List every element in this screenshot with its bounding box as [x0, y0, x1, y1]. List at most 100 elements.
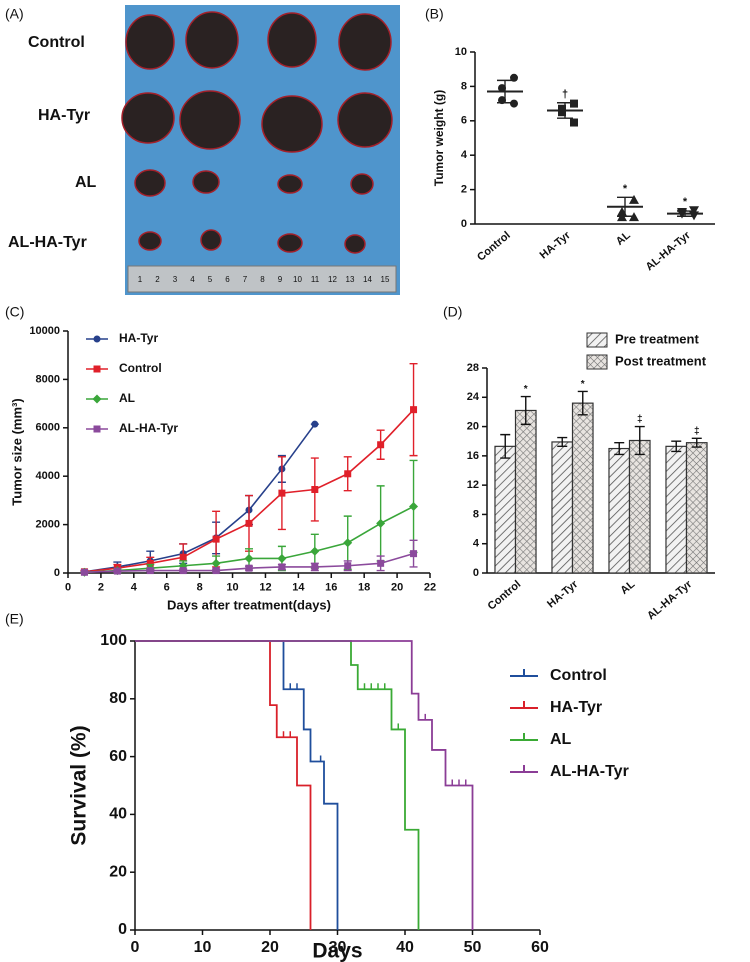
legend-marker [92, 394, 102, 404]
ruler-label: 15 [381, 275, 390, 284]
legend-line [510, 701, 538, 709]
y-tick-label: 100 [100, 632, 127, 649]
x-tick-label: 50 [464, 939, 482, 956]
ruler-label: 10 [293, 275, 302, 284]
survival-curve [135, 640, 312, 930]
x-tick-label: 30 [329, 939, 347, 956]
y-tick-label: 80 [109, 690, 127, 707]
y-tick-label: 2 [461, 184, 467, 196]
marker [510, 99, 518, 108]
marker [245, 519, 253, 527]
marker [376, 518, 386, 528]
significance: * [623, 183, 628, 195]
tumors [121, 11, 393, 254]
marker [278, 563, 286, 571]
x-tick-label: 60 [531, 939, 549, 956]
bar [685, 442, 708, 574]
x-tick-label: 10 [194, 939, 212, 956]
significance: * [581, 379, 585, 390]
x-tick-label: 8 [197, 582, 203, 594]
bar [665, 445, 688, 574]
y-tick-label: 0 [54, 567, 60, 579]
y-tick-label: 20 [467, 420, 479, 432]
marker [146, 559, 154, 567]
x-tick-label: AL [618, 578, 637, 597]
x-tick-label: 22 [424, 582, 436, 594]
y-axis-label: Survival (%) [68, 725, 91, 845]
error-bar [691, 437, 702, 448]
marker [689, 206, 699, 216]
error-bar [617, 196, 633, 217]
bar [514, 409, 537, 574]
survival-curve [135, 640, 474, 930]
ruler-label: 3 [173, 275, 178, 284]
bar [551, 441, 574, 574]
marker [212, 535, 220, 543]
marker [410, 550, 418, 558]
panel-label: (D) [443, 304, 462, 320]
legend-label: Pre treatment [615, 331, 699, 346]
marker [244, 553, 254, 563]
marker [344, 470, 352, 478]
y-tick-label: 16 [467, 450, 479, 462]
y-tick-label: 8 [461, 80, 467, 92]
ruler-label: 1 [138, 275, 143, 284]
marker [211, 558, 221, 568]
marker [80, 568, 88, 576]
y-tick-label: 40 [109, 806, 127, 823]
significance: * [524, 384, 528, 395]
x-tick-label: 4 [131, 582, 138, 594]
legend-line [510, 669, 538, 677]
x-tick-label: 18 [358, 582, 370, 594]
y-tick-label: 20 [109, 863, 127, 880]
legend-label: HA-Tyr [550, 699, 602, 716]
y-tick-label: 10 [455, 46, 467, 58]
row-label: Control [28, 34, 85, 51]
row-label: HA-Tyr [38, 107, 90, 124]
x-tick-label: 12 [259, 582, 271, 594]
y-tick-label: 2000 [36, 519, 60, 531]
x-tick-label: HA-Tyr [538, 229, 574, 262]
error-bar [671, 440, 682, 453]
x-tick-label: 20 [391, 582, 403, 594]
marker [629, 194, 639, 204]
ruler-label: 7 [243, 275, 248, 284]
ruler-label: 13 [346, 275, 355, 284]
y-tick-label: 60 [109, 748, 127, 765]
y-tick-label: 4 [461, 149, 468, 161]
legend-label: Control [550, 667, 607, 684]
marker [558, 108, 566, 117]
legend-label: Control [119, 361, 162, 375]
error-bar [677, 210, 693, 217]
x-tick-label: 14 [292, 582, 305, 594]
ruler-label: 9 [278, 275, 283, 284]
panel-label: (E) [5, 611, 24, 627]
x-tick-label: HA-Tyr [545, 578, 581, 611]
panel-label: (B) [425, 6, 444, 22]
y-tick-label: 6 [461, 115, 467, 127]
marker [410, 406, 418, 414]
legend-label: AL-HA-Tyr [119, 421, 178, 435]
legend-marker [93, 425, 101, 433]
y-axis-label: Tumor weight (g) [432, 90, 446, 186]
error-bar [557, 436, 568, 448]
marker [278, 489, 286, 497]
y-tick-label: 12 [467, 479, 479, 491]
error-bar [557, 102, 573, 119]
ruler-label: 5 [208, 275, 213, 284]
x-tick-label: 20 [261, 939, 279, 956]
ruler-label: 11 [311, 275, 320, 284]
panel-label: (C) [5, 304, 24, 320]
marker [277, 553, 287, 563]
y-tick-label: 28 [467, 362, 479, 374]
bar [608, 447, 631, 574]
y-tick-label: 6000 [36, 422, 60, 434]
y-tick-label: 24 [467, 391, 480, 403]
marker [311, 420, 319, 428]
y-tick-label: 8 [473, 508, 479, 520]
legend-swatch [586, 354, 608, 370]
error-bar [577, 390, 588, 416]
y-tick-label: 0 [473, 567, 479, 579]
